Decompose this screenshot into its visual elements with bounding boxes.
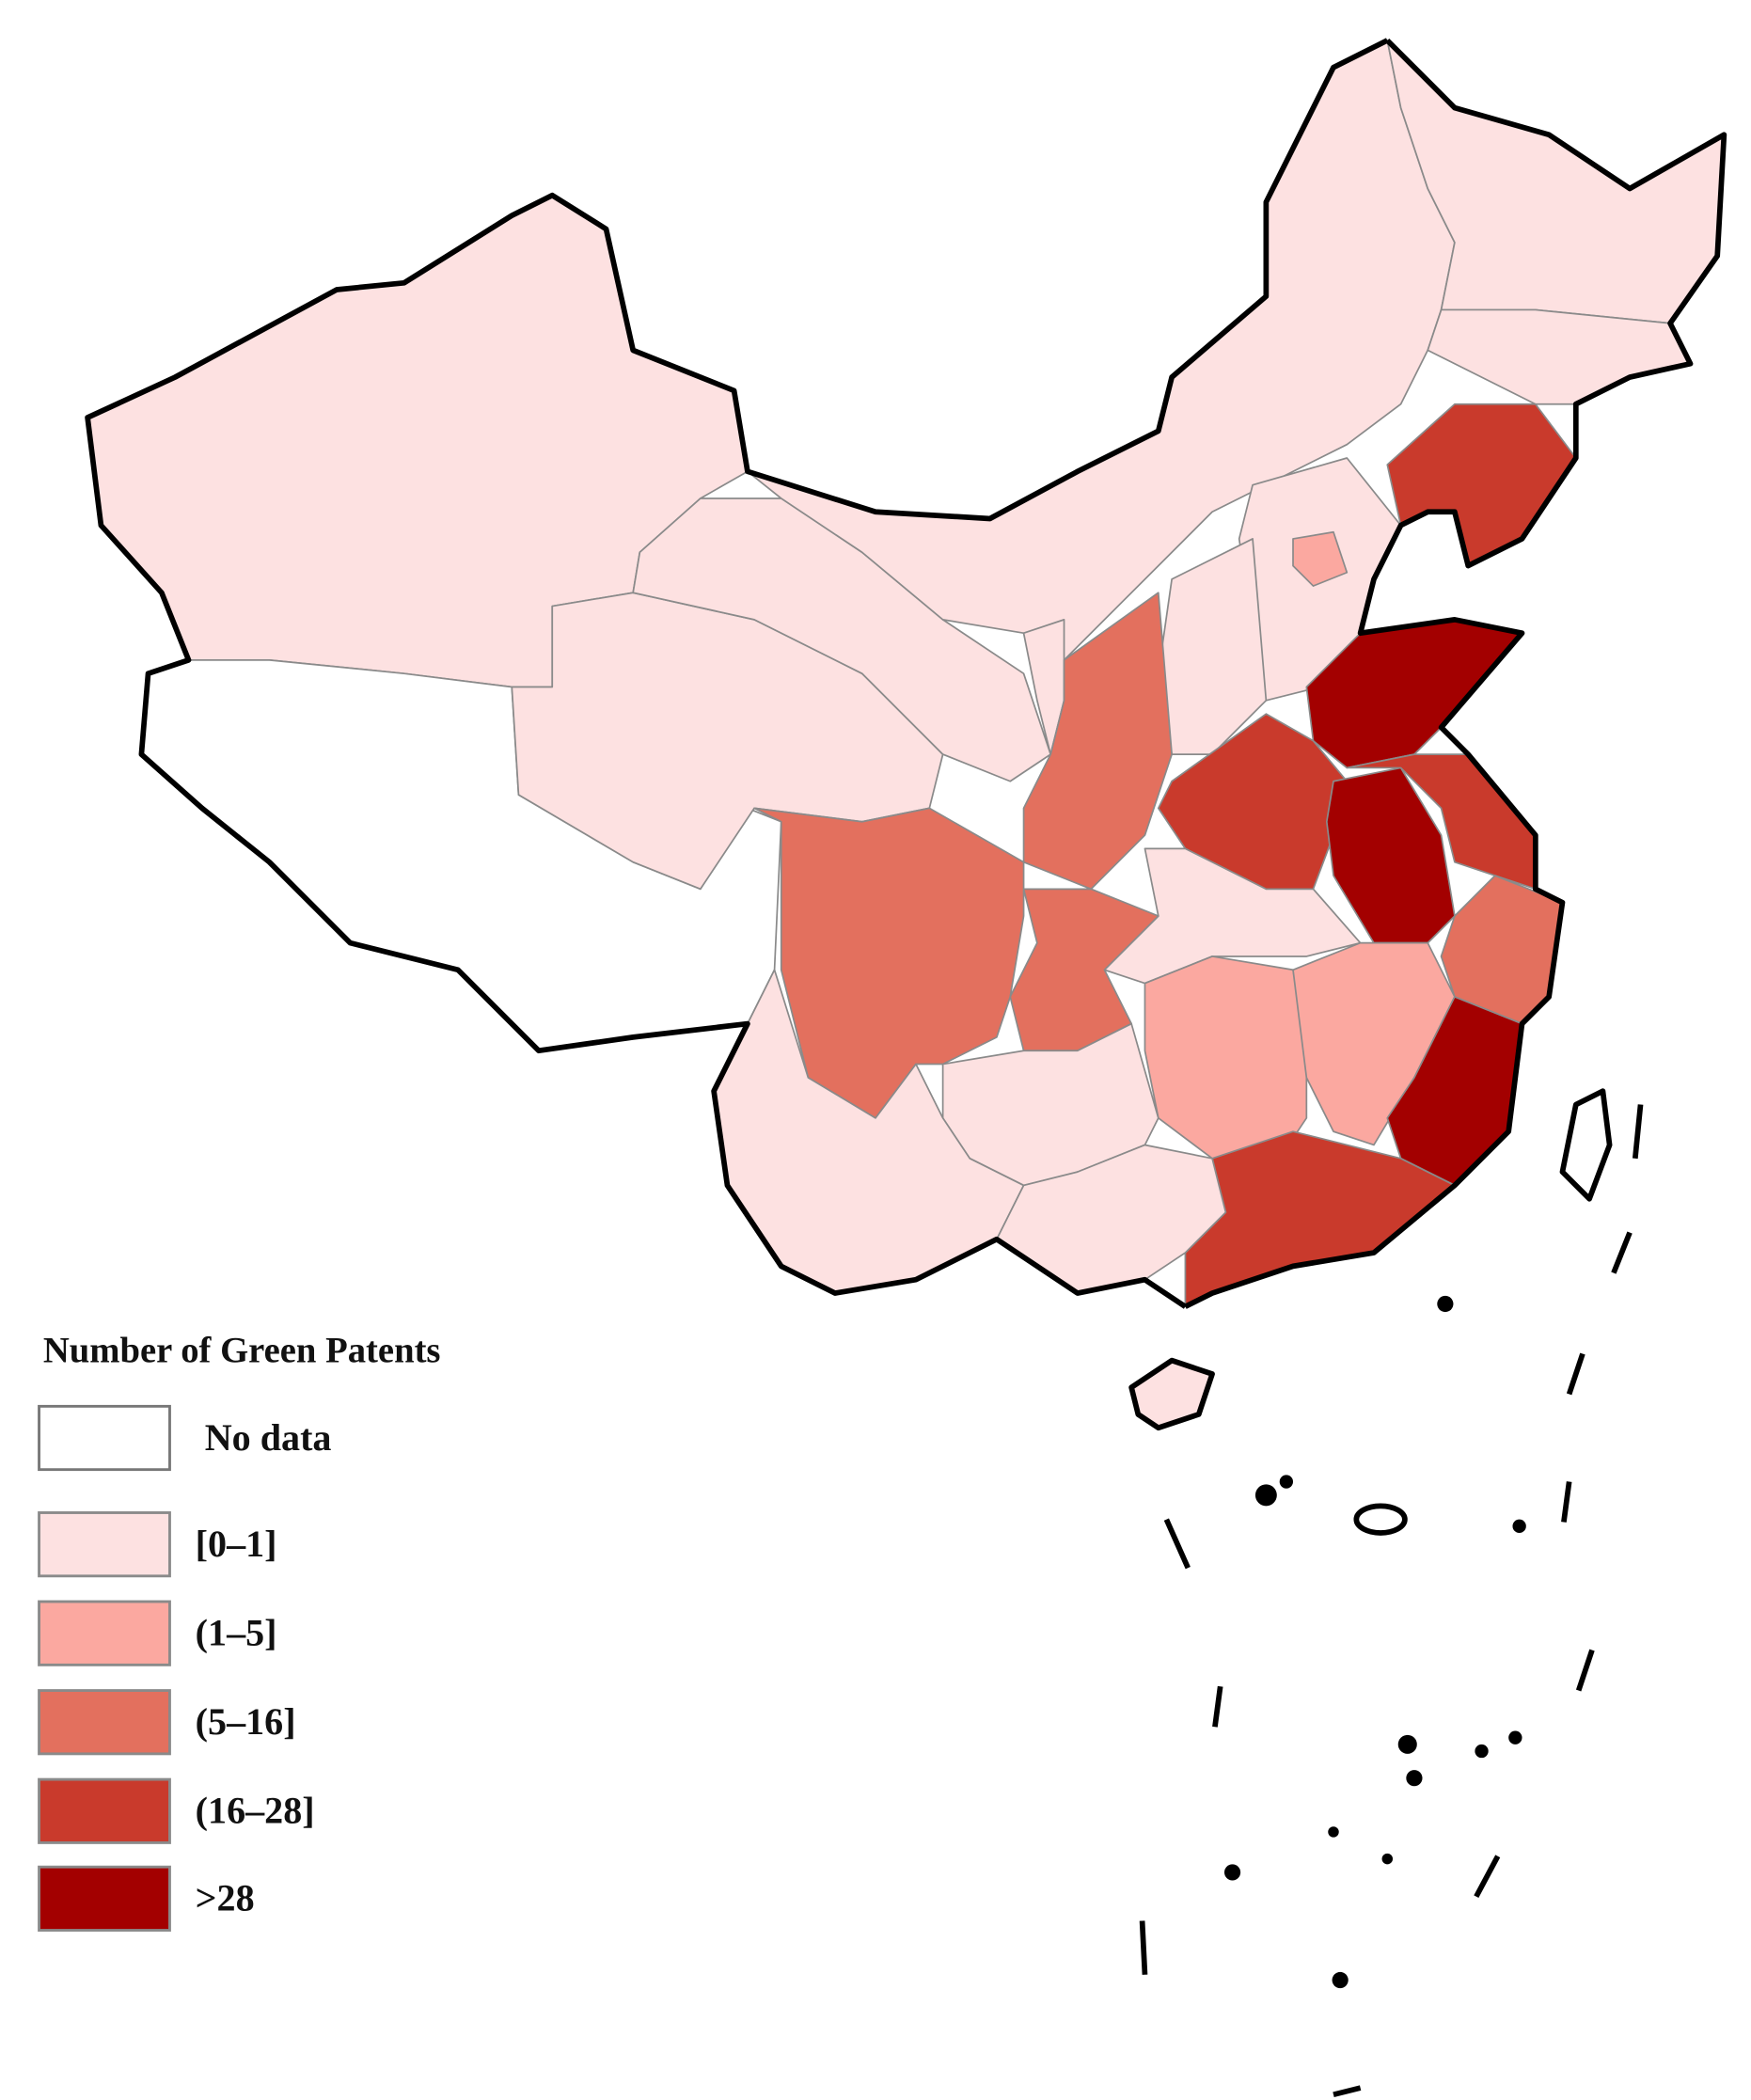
- island: [1508, 1730, 1522, 1745]
- region: [1157, 713, 1349, 891]
- legend-swatch: [38, 1404, 171, 1472]
- legend-label: (1–5]: [196, 1611, 277, 1653]
- border: [1184, 38, 1727, 1309]
- island: [1328, 1826, 1339, 1838]
- borders: [85, 38, 1727, 2098]
- region: [753, 807, 1025, 1119]
- legend-label: (16–28]: [196, 1790, 315, 1832]
- border: [1139, 1104, 1644, 2098]
- border: [85, 38, 1389, 1309]
- regions: [87, 39, 1726, 1429]
- border: [1128, 1357, 1215, 1431]
- island: [1332, 1971, 1349, 1989]
- region: [1144, 955, 1308, 1160]
- legend-label: (5–16]: [196, 1700, 296, 1743]
- island: [1223, 1864, 1241, 1881]
- island: [1406, 1770, 1423, 1787]
- legend-swatch: [38, 1600, 171, 1666]
- border: [1353, 1503, 1408, 1536]
- legend-title: Number of Green Patents: [43, 1331, 441, 1370]
- legend-swatch: [38, 1777, 171, 1844]
- legend-label: >28: [196, 1877, 255, 1919]
- island: [1279, 1475, 1294, 1489]
- legend: Number of Green Patents No data [0–1] (1–5…: [38, 1331, 441, 1932]
- legend-swatch: [38, 1865, 171, 1932]
- islands: [1223, 1295, 1526, 1989]
- legend-swatch: [38, 1689, 171, 1756]
- legend-label: [0–1]: [196, 1523, 277, 1565]
- island: [1381, 1853, 1394, 1865]
- island: [1437, 1295, 1454, 1313]
- island: [1475, 1744, 1489, 1759]
- region: [1022, 592, 1173, 891]
- legend-label: No data: [205, 1416, 332, 1459]
- island: [1397, 1734, 1417, 1754]
- region: [1157, 538, 1268, 755]
- legend-swatch: [38, 1511, 171, 1578]
- island: [1254, 1484, 1277, 1507]
- region: [1292, 530, 1349, 587]
- island: [1512, 1519, 1526, 1533]
- region: [1427, 308, 1692, 405]
- border: [1559, 1088, 1613, 1202]
- region: [1346, 753, 1537, 891]
- region: [1386, 403, 1577, 567]
